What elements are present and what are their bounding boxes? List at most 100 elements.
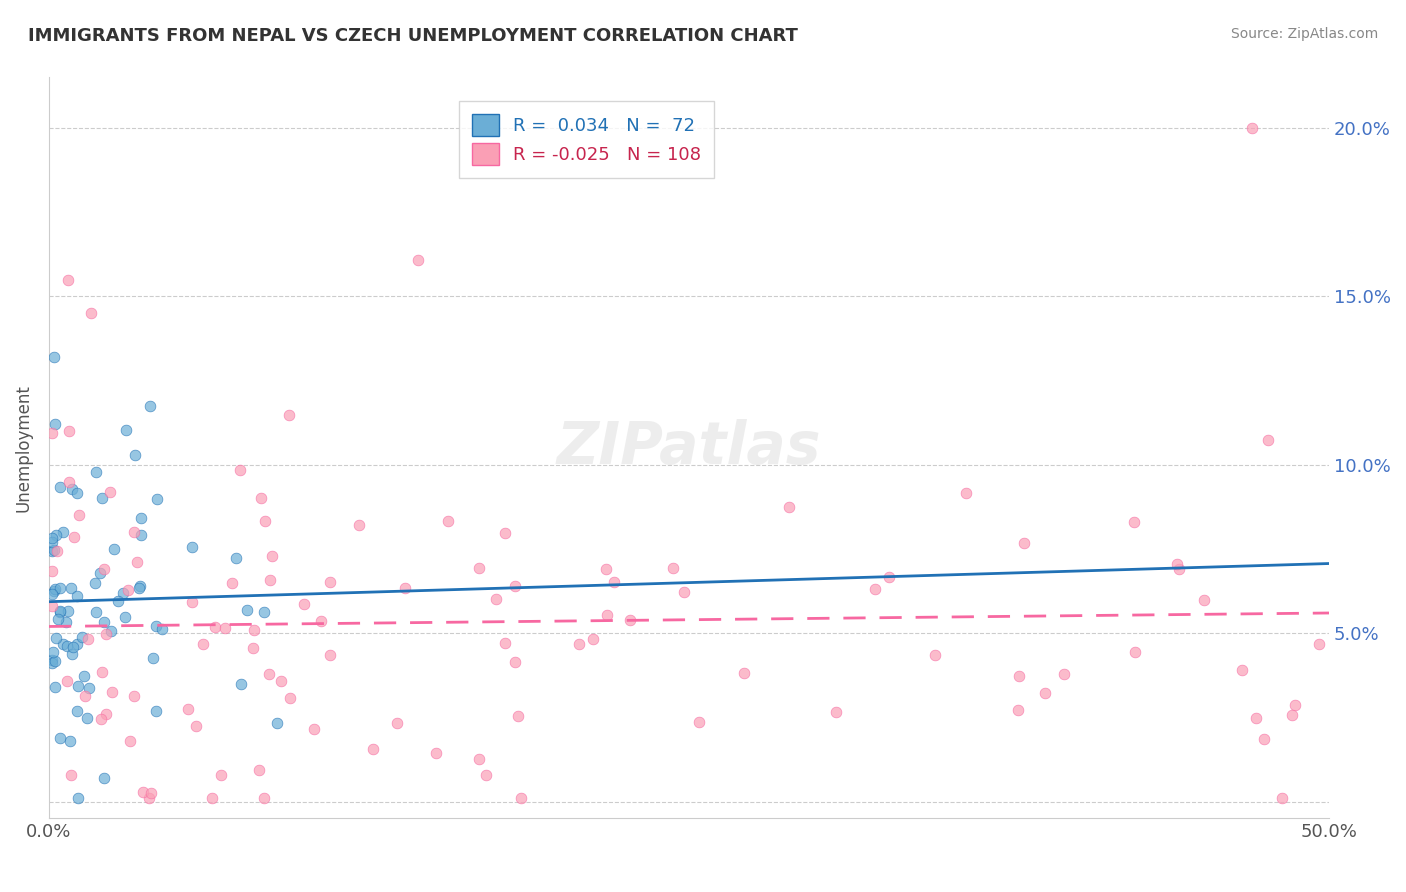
czech — [138, 791, 160, 805]
nepal — [41, 587, 63, 601]
czech — [1230, 664, 1253, 678]
czech — [58, 475, 80, 490]
czech — [485, 592, 508, 607]
czech — [242, 640, 264, 655]
czech — [877, 570, 900, 584]
czech — [494, 525, 516, 540]
czech — [302, 722, 325, 736]
czech — [955, 486, 977, 500]
czech — [595, 607, 617, 622]
nepal — [41, 653, 63, 667]
czech — [1257, 433, 1279, 447]
czech — [177, 702, 200, 716]
nepal — [62, 640, 84, 654]
czech — [778, 500, 800, 514]
czech — [278, 408, 301, 422]
czech — [503, 655, 526, 669]
nepal — [253, 605, 276, 619]
nepal — [41, 656, 63, 670]
nepal — [44, 350, 66, 364]
czech — [581, 632, 603, 647]
czech — [1192, 592, 1215, 607]
nepal — [49, 731, 72, 745]
czech — [132, 785, 155, 799]
nepal — [56, 604, 79, 618]
nepal — [59, 734, 82, 748]
czech — [125, 555, 148, 569]
nepal — [114, 610, 136, 624]
czech — [1122, 516, 1144, 530]
czech — [924, 648, 946, 663]
nepal — [48, 480, 70, 494]
czech — [46, 544, 69, 558]
czech — [292, 597, 315, 611]
czech — [1281, 708, 1303, 723]
czech — [1308, 637, 1330, 651]
czech — [193, 637, 215, 651]
czech — [568, 637, 591, 651]
nepal — [49, 582, 72, 596]
czech — [1053, 667, 1076, 681]
czech — [347, 518, 370, 533]
czech — [865, 582, 887, 596]
czech — [204, 619, 226, 633]
nepal — [129, 579, 152, 593]
czech — [181, 594, 204, 608]
czech — [363, 741, 385, 756]
czech — [124, 689, 146, 703]
nepal — [93, 771, 115, 785]
czech — [262, 549, 284, 563]
czech — [243, 623, 266, 637]
czech — [385, 716, 408, 731]
nepal — [139, 399, 162, 413]
czech — [98, 484, 121, 499]
Text: Source: ZipAtlas.com: Source: ZipAtlas.com — [1230, 27, 1378, 41]
czech — [96, 627, 118, 641]
czech — [221, 575, 243, 590]
nepal — [42, 543, 65, 558]
nepal — [48, 605, 70, 619]
nepal — [44, 584, 66, 599]
nepal — [180, 541, 202, 555]
czech — [437, 514, 460, 528]
nepal — [145, 491, 167, 506]
nepal — [49, 604, 72, 618]
czech — [467, 561, 489, 575]
nepal — [145, 704, 167, 718]
nepal — [107, 593, 129, 607]
nepal — [76, 711, 98, 725]
czech — [494, 636, 516, 650]
nepal — [131, 528, 153, 542]
nepal — [235, 603, 257, 617]
czech — [1241, 120, 1264, 135]
czech — [254, 514, 277, 528]
nepal — [45, 527, 67, 541]
czech — [1008, 668, 1031, 682]
czech — [80, 306, 103, 320]
nepal — [44, 680, 66, 694]
czech — [209, 767, 232, 781]
czech — [319, 648, 342, 662]
nepal — [128, 582, 150, 596]
czech — [259, 573, 281, 587]
czech — [510, 791, 533, 805]
czech — [41, 425, 63, 440]
czech — [62, 530, 84, 544]
nepal — [103, 541, 125, 556]
nepal — [45, 631, 67, 645]
nepal — [60, 647, 83, 661]
czech — [67, 508, 90, 523]
czech — [1244, 711, 1267, 725]
czech — [214, 621, 236, 635]
nepal — [46, 611, 69, 625]
nepal — [52, 637, 75, 651]
Text: IMMIGRANTS FROM NEPAL VS CZECH UNEMPLOYMENT CORRELATION CHART: IMMIGRANTS FROM NEPAL VS CZECH UNEMPLOYM… — [28, 27, 799, 45]
nepal — [41, 535, 63, 549]
czech — [1166, 557, 1188, 571]
czech — [41, 599, 63, 614]
nepal — [93, 615, 115, 630]
czech — [122, 525, 145, 540]
czech — [425, 747, 447, 761]
nepal — [100, 624, 122, 639]
czech — [824, 705, 846, 719]
